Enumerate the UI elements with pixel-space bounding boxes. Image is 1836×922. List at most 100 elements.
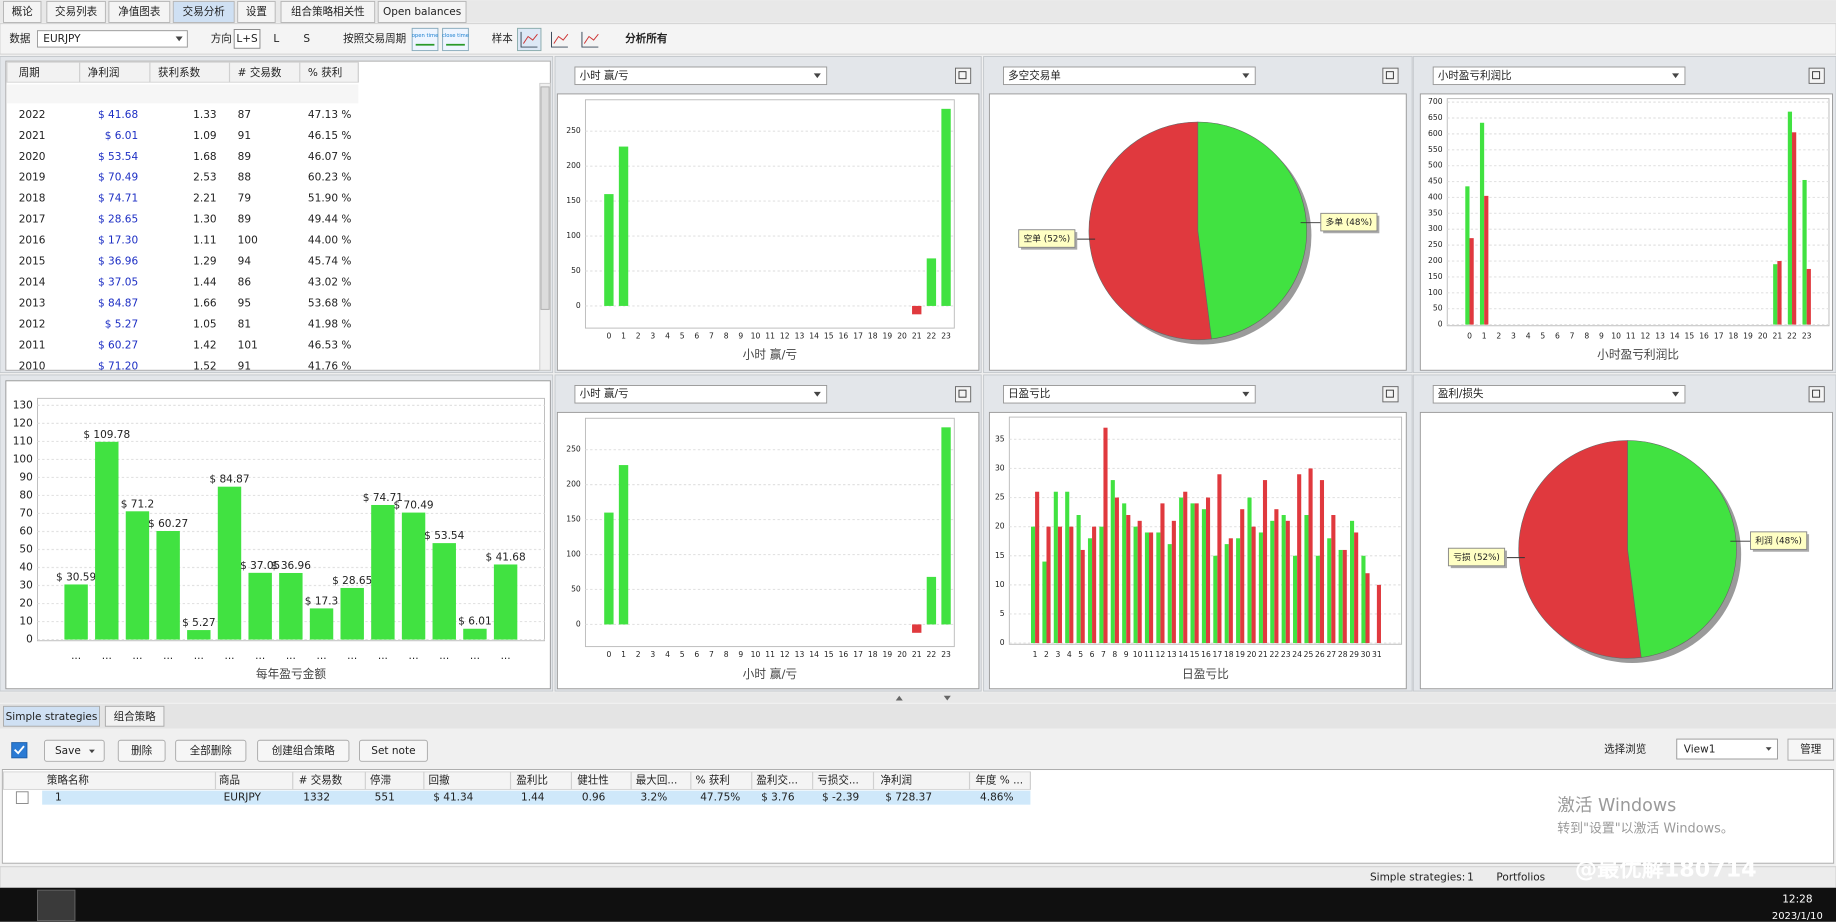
chart-selector[interactable]: [1003, 66, 1256, 86]
symbol-select[interactable]: [37, 30, 188, 48]
chart-selector-label[interactable]: 小时盈亏利润比: [1438, 69, 1512, 82]
table-cell: 91: [238, 360, 251, 372]
bottom-tab[interactable]: [3, 705, 100, 727]
y-tick-label: 450: [1428, 177, 1443, 186]
bar: [1171, 520, 1176, 644]
chart-selector[interactable]: [1432, 66, 1686, 86]
chart-selector[interactable]: [1432, 385, 1686, 404]
row-checkbox[interactable]: [15, 791, 29, 804]
table-cell: 53.68 %: [308, 298, 351, 310]
bar: [125, 511, 150, 640]
analyze-all[interactable]: 分析所有: [625, 32, 668, 45]
table-cell: 0.96: [582, 792, 606, 804]
toolbar-button[interactable]: [117, 739, 166, 762]
select-all-checkbox[interactable]: [11, 742, 28, 759]
tab-label[interactable]: 净值图表: [118, 5, 161, 18]
manage-button[interactable]: [1787, 738, 1835, 761]
bar: [1213, 555, 1218, 644]
sample-button[interactable]: [578, 28, 602, 51]
table-cell: 41.76 %: [308, 360, 351, 372]
popout-button[interactable]: [1382, 67, 1399, 84]
bottom-tab-label[interactable]: 组合策略: [114, 710, 157, 723]
table-cell: 89: [238, 151, 251, 163]
popout-button[interactable]: [1808, 386, 1825, 403]
tab-label[interactable]: 交易列表: [55, 5, 98, 18]
chart-selector[interactable]: [574, 385, 828, 404]
tab-label[interactable]: Open balances: [383, 6, 461, 18]
chart-selector-label[interactable]: 盈利/损失: [1438, 387, 1484, 400]
period-button[interactable]: [442, 27, 469, 52]
tab[interactable]: [172, 0, 235, 23]
toolbar-button[interactable]: [257, 739, 350, 762]
toolbar-button-label[interactable]: Set note: [371, 745, 415, 757]
chart-selector-label[interactable]: 日盈亏比: [1008, 387, 1050, 400]
tab[interactable]: [237, 0, 276, 23]
tab[interactable]: [108, 0, 171, 23]
symbol[interactable]: EURJPY: [43, 33, 81, 45]
popout-button[interactable]: [1808, 67, 1825, 84]
chart-selector-label[interactable]: 小时 赢/亏: [580, 69, 629, 82]
table-cell: 2011: [19, 339, 46, 351]
x-tick-label: 7: [709, 650, 714, 659]
tab-label[interactable]: 交易分析: [183, 5, 226, 18]
view-select[interactable]: [1676, 738, 1778, 760]
x-tick-label: 9: [1599, 331, 1604, 340]
popout-button[interactable]: [955, 67, 972, 84]
x-tick-label: 30: [1361, 650, 1371, 659]
toolbar-button-label[interactable]: 创建组合策略: [272, 744, 336, 757]
chart-selector-label[interactable]: 小时 赢/亏: [580, 387, 629, 400]
direction-button[interactable]: [295, 29, 319, 49]
bar: [1365, 573, 1370, 644]
toolbar-button-label[interactable]: 全部删除: [190, 744, 233, 757]
column-header: 策略名称: [47, 774, 90, 787]
tab[interactable]: [280, 0, 376, 23]
y-tick-label: 0: [26, 634, 33, 646]
x-tick-label: 17: [853, 331, 863, 340]
chart-selector-label[interactable]: 多空交易单: [1008, 69, 1061, 82]
period-label[interactable]: open time: [412, 33, 439, 39]
toolbar-button-label[interactable]: Save: [55, 745, 81, 757]
toolbar-button[interactable]: [175, 739, 247, 762]
direction-button[interactable]: [233, 29, 261, 49]
tab[interactable]: [377, 0, 467, 23]
direction-label[interactable]: L+S: [236, 33, 258, 45]
manage-label[interactable]: 管理: [1800, 743, 1822, 756]
bar: [432, 543, 456, 640]
popout-icon: [958, 71, 967, 80]
bar: [1465, 186, 1470, 325]
table-cell: 51.90 %: [308, 193, 351, 205]
table-cell: 46.15 %: [308, 130, 351, 142]
popout-button[interactable]: [955, 386, 972, 403]
sample-icon: [553, 33, 569, 44]
direction-button[interactable]: [264, 29, 289, 49]
taskbar-app[interactable]: [37, 889, 76, 922]
direction-label[interactable]: L: [273, 33, 279, 45]
data-label: $ 71.2: [121, 498, 154, 510]
tab-label[interactable]: 概论: [12, 5, 34, 18]
tab-label[interactable]: 设置: [246, 6, 267, 18]
table-cell: $ 17.30: [98, 235, 138, 247]
tab-label[interactable]: 组合策略相关性: [291, 5, 365, 18]
period-label[interactable]: close time: [442, 33, 469, 39]
toolbar-button[interactable]: [359, 739, 428, 762]
toolbar-button[interactable]: [44, 739, 105, 762]
chart-selector[interactable]: [574, 66, 828, 86]
y-tick-label: 200: [566, 161, 581, 170]
table-cell: $ 28.65: [98, 214, 138, 226]
bottom-tab-label[interactable]: Simple strategies: [6, 711, 98, 723]
tab[interactable]: [3, 0, 42, 23]
period-button[interactable]: [411, 27, 439, 52]
tab[interactable]: [46, 0, 106, 23]
popout-button[interactable]: [1382, 386, 1399, 403]
chart-selector[interactable]: [1003, 385, 1256, 404]
bottom-tab[interactable]: [104, 705, 165, 727]
view-value[interactable]: View1: [1684, 744, 1716, 756]
x-tick-label: 2: [636, 650, 641, 659]
sample-button[interactable]: [517, 27, 542, 52]
toolbar-button-label[interactable]: 删除: [131, 744, 153, 757]
sample-button[interactable]: [547, 28, 572, 51]
table-cell: 1.29: [193, 256, 216, 268]
table-cell: 2016: [19, 235, 46, 247]
direction-label[interactable]: S: [303, 33, 310, 45]
x-tick-label: 20: [1758, 331, 1768, 340]
